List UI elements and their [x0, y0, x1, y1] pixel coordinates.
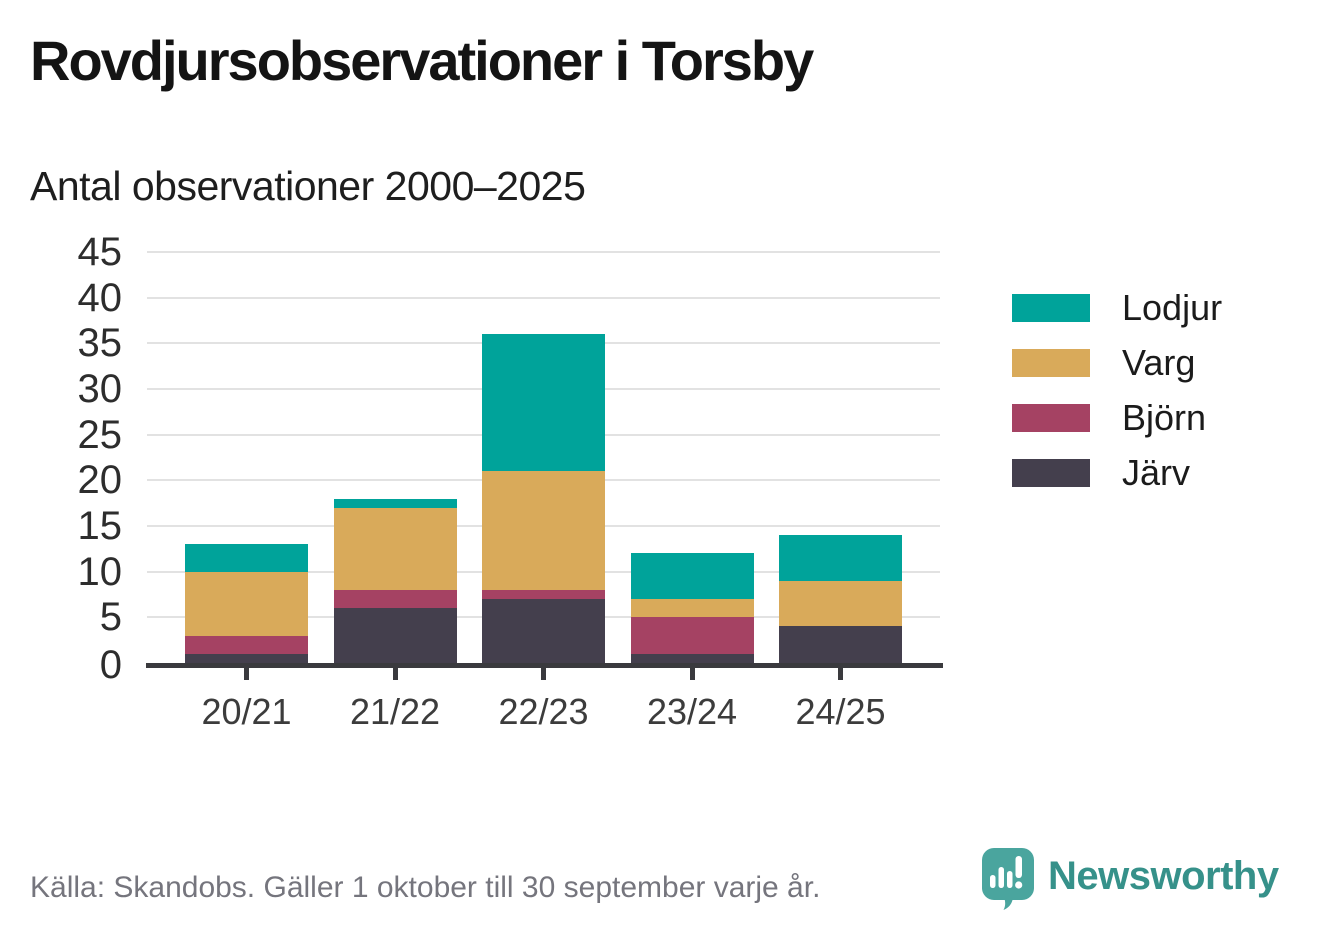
axis-tick-21-22 [392, 668, 398, 680]
legend-label-björn: Björn [1122, 397, 1207, 438]
x-tick-label-23-24: 23/24 [646, 691, 738, 732]
gridline-45 [147, 251, 940, 253]
bar-segment-lodjur [630, 553, 754, 600]
y-tick-label-25: 25 [77, 412, 123, 457]
bar-segment-varg [779, 580, 902, 627]
legend-swatch-lodjur [1012, 294, 1090, 322]
legend-label-järv: Järv [1122, 452, 1191, 493]
brand-name: Newsworthy [1048, 854, 1279, 898]
y-tick-label-10: 10 [77, 549, 123, 594]
legend-item-varg: Varg [1012, 342, 1222, 383]
y-tick-label-35: 35 [77, 321, 123, 366]
axis-tick-20-21 [244, 668, 249, 680]
legend-swatch-varg [1012, 349, 1090, 377]
bar-20-21 [185, 544, 308, 663]
bar-segment-varg [185, 571, 308, 636]
y-tick-label-0: 0 [99, 643, 122, 687]
bar-segment-järv [779, 626, 902, 663]
y-tick-label-30: 30 [77, 367, 123, 411]
axis-tick-22-23 [541, 668, 546, 680]
x-tick-label-20-21: 20/21 [201, 691, 292, 732]
plot-area [147, 251, 940, 663]
bar-segment-lodjur [185, 544, 308, 572]
bar-segment-björn [333, 589, 457, 609]
legend-swatch-järv [1012, 459, 1090, 487]
bar-segment-varg [333, 507, 457, 590]
bar-segment-lodjur [779, 535, 902, 581]
bar-22-23 [482, 334, 605, 663]
y-tick-label-5: 5 [99, 595, 122, 640]
y-tick-label-45: 45 [77, 230, 123, 274]
chart-legend: Lodjur Varg Björn Järv [1012, 287, 1222, 514]
newsworthy-logo-icon [982, 848, 1034, 910]
x-tick-label-22-23: 22/23 [498, 691, 589, 732]
bar-24-25 [779, 535, 902, 663]
axis-tick-24-25 [838, 668, 843, 680]
bar-segment-björn [185, 635, 308, 654]
chart-subtitle: Antal observationer 2000–2025 [30, 163, 586, 209]
bar-segment-varg [482, 471, 605, 590]
bar-segment-varg [630, 599, 754, 618]
legend-label-lodjur: Lodjur [1122, 287, 1223, 328]
x-tick-label-21-22: 21/22 [349, 691, 441, 732]
bar-segment-lodjur [333, 498, 457, 508]
y-tick-label-15: 15 [77, 504, 123, 548]
legend-item-järv: Järv [1012, 452, 1222, 493]
legend-label-varg: Varg [1122, 342, 1196, 383]
legend-item-lodjur: Lodjur [1012, 287, 1222, 328]
y-tick-label-40: 40 [77, 275, 123, 320]
bar-segment-järv [482, 599, 605, 663]
bar-segment-järv [185, 653, 308, 663]
bar-segment-järv [630, 653, 754, 663]
legend-item-björn: Björn [1012, 397, 1222, 438]
bar-segment-björn [482, 589, 605, 600]
axis-tick-23-24 [689, 668, 695, 680]
x-tick-label-24-25: 24/25 [795, 691, 886, 732]
bar-23-24 [630, 553, 754, 663]
page-title: Rovdjursobservationer i Torsby [30, 29, 814, 92]
legend-swatch-björn [1012, 404, 1090, 432]
bar-segment-björn [630, 617, 754, 654]
gridline-40 [147, 296, 940, 299]
y-tick-label-20: 20 [77, 458, 123, 503]
bar-segment-järv [333, 608, 457, 663]
bar-segment-lodjur [482, 334, 605, 472]
x-axis-line [146, 663, 943, 668]
bar-21-22 [333, 498, 457, 663]
source-note: Källa: Skandobs. Gäller 1 oktober till 3… [30, 871, 821, 904]
